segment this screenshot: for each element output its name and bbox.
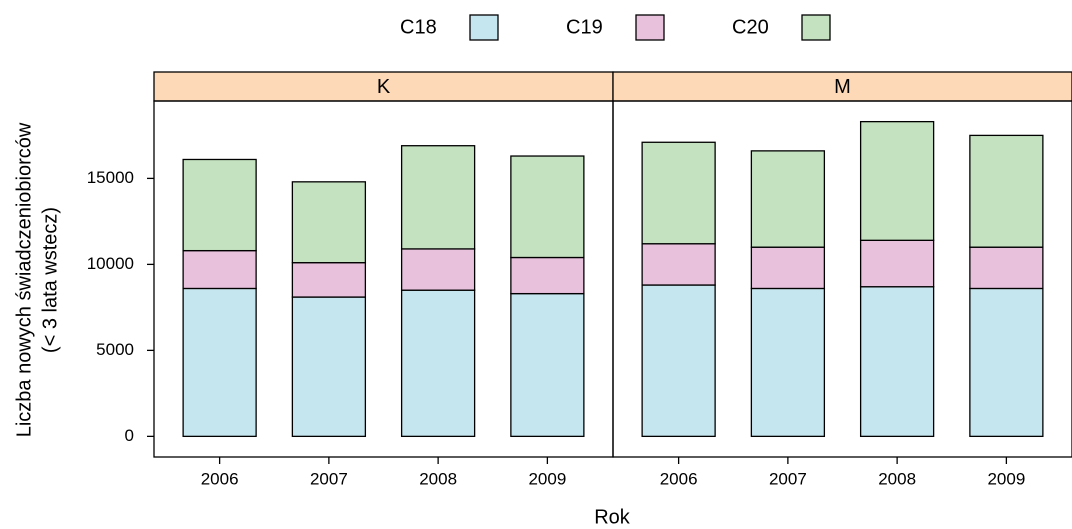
bar-segment: [510, 155, 585, 259]
bar-segment: [291, 262, 367, 298]
bar-segment: [182, 158, 257, 252]
x-tick-label: 2009: [528, 469, 566, 488]
x-tick-label: 2007: [310, 469, 348, 488]
y-axis-label: Liczba nowych świadczeniobiorców: [13, 122, 35, 437]
legend-swatch: [469, 14, 499, 41]
bar-segment: [859, 239, 935, 288]
bar-segment: [750, 287, 826, 438]
bar-segment: [510, 256, 585, 295]
panel-frame: [612, 100, 1072, 458]
x-tick-label: 2008: [419, 469, 457, 488]
bar-segment: [859, 286, 935, 438]
y-axis-label: (< 3 lata wstecz): [39, 207, 61, 353]
bar-segment: [182, 287, 257, 438]
bar-segment: [859, 120, 935, 241]
legend-label: C20: [732, 16, 769, 38]
x-tick-label: 2009: [987, 469, 1025, 488]
y-tick-label: 15000: [87, 168, 134, 187]
bar-segment: [750, 150, 826, 248]
legend-label: C19: [566, 16, 603, 38]
bar-segment: [182, 249, 257, 290]
strip: [153, 71, 614, 102]
bar-segment: [750, 246, 826, 290]
y-tick-label: 5000: [96, 340, 134, 359]
x-tick-label: 2006: [201, 469, 239, 488]
bar-segment: [641, 284, 716, 438]
bar-segment: [400, 248, 476, 291]
bar-segment: [400, 145, 476, 250]
bar-segment: [510, 292, 585, 438]
panel-title: K: [377, 76, 391, 98]
legend-swatch: [635, 14, 665, 41]
bar-segment: [969, 134, 1044, 248]
bar-segment: [969, 287, 1044, 438]
panel-title: M: [834, 76, 851, 98]
x-tick-label: 2008: [878, 469, 916, 488]
y-tick-label: 10000: [87, 254, 134, 273]
y-tick-label: 0: [125, 426, 134, 445]
bar-segment: [291, 181, 367, 264]
x-tick-label: 2007: [769, 469, 807, 488]
x-tick-label: 2006: [660, 469, 698, 488]
legend-swatch: [801, 14, 831, 41]
bar-segment: [291, 296, 367, 438]
bar-segment: [400, 289, 476, 438]
legend-label: C18: [400, 16, 437, 38]
x-axis-label: Rok: [594, 506, 631, 528]
bar-segment: [641, 141, 716, 245]
bar-segment: [969, 246, 1044, 290]
bar-segment: [641, 243, 716, 286]
